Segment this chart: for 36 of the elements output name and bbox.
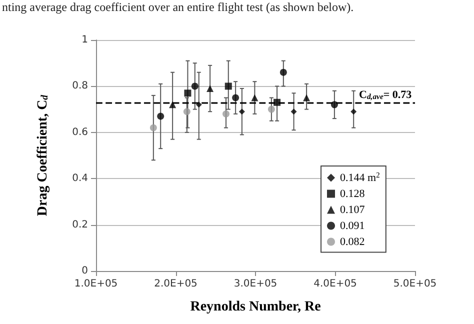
point: [303, 94, 310, 102]
point: [196, 102, 202, 108]
point: [350, 108, 357, 115]
point: [238, 108, 245, 115]
legend-label: 0.091: [340, 220, 365, 232]
legend-label: 0.107: [340, 204, 366, 216]
x-tick-label: 2.0E+05: [154, 278, 198, 290]
point: [150, 124, 157, 132]
y-tick-label: 1: [82, 34, 88, 46]
x-tick-label: 5.0E+05: [393, 278, 437, 290]
y-tick-label: 0.8: [72, 80, 88, 92]
legend-label: 0.128: [340, 188, 366, 200]
y-tick-label: 0.4: [72, 173, 88, 184]
point: [183, 108, 190, 116]
text: nting average drag coefficient over an entire flight test (as shown below).: [2, 0, 354, 14]
x-tick-label: 1.0E+05: [74, 278, 118, 290]
x-axis-title: Reynolds Number, Re: [190, 300, 321, 314]
x-tick-label: 3.0E+05: [234, 278, 278, 290]
legend-label: 0.082: [340, 236, 365, 248]
point: [206, 85, 214, 92]
point: [224, 82, 232, 90]
point: [157, 112, 164, 120]
point: [280, 68, 287, 76]
point: [232, 94, 240, 102]
point: [251, 94, 258, 102]
y-tick-label: 0.2: [72, 219, 88, 230]
y-tick-label: 0.6: [72, 126, 88, 138]
point: [268, 106, 275, 113]
x-tick-label: 4.0E+05: [314, 278, 357, 290]
point: [290, 108, 297, 115]
y-axis-title: Drag Coefficient, Cd: [36, 94, 50, 216]
y-tick-label: 0: [82, 266, 88, 276]
point: [274, 98, 281, 106]
point: [330, 101, 338, 108]
point: [191, 82, 198, 90]
point: [169, 101, 176, 108]
